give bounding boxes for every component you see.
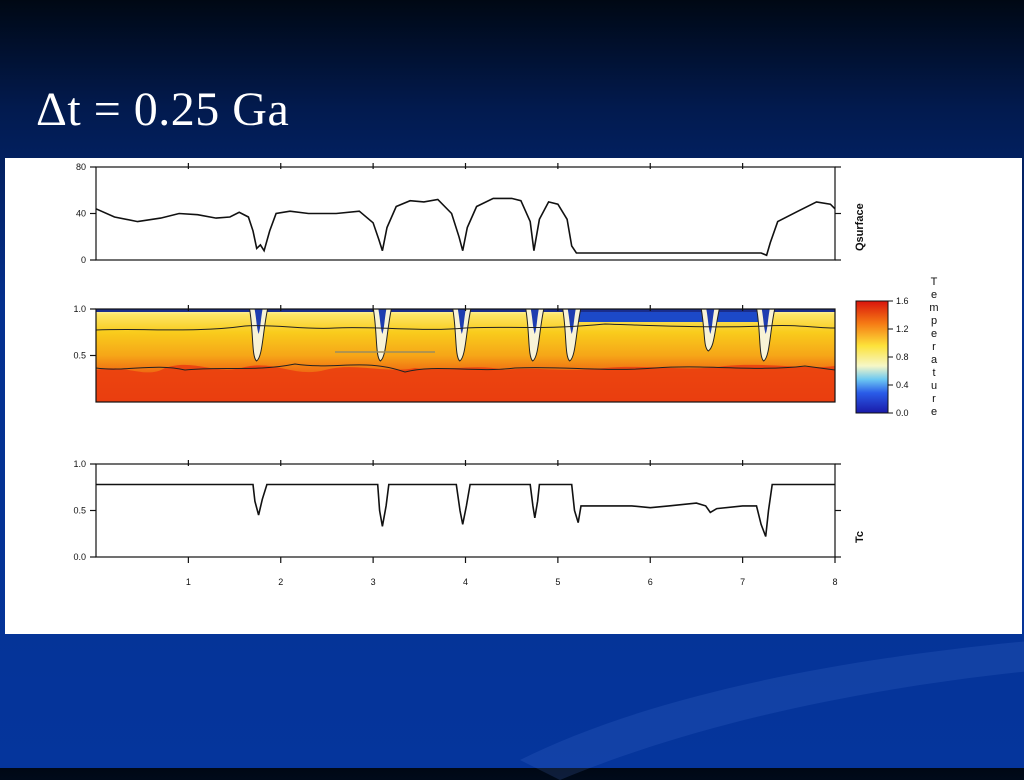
colorbar-label-letter: p [931,315,937,327]
colorbar-tick-label: 0.8 [896,352,909,362]
background-swoosh [520,641,1024,780]
downwelling-cold-core [378,309,387,334]
temperature-panel: 0.51.0 0.00.40.81.21.6 TemperatureTemper… [73,276,938,418]
isotherm-upper [96,323,835,331]
downwelling-cold-core [254,309,263,334]
y-tick-label: 1.0 [73,459,86,469]
y-tick-label: 40 [76,209,86,219]
colorbar-label-letter: r [932,393,936,405]
x-tick-label: 6 [648,577,653,587]
x-tick-label: 5 [555,577,560,587]
downwelling-cold-core [530,309,539,334]
x-tick-label: 2 [278,577,283,587]
colorbar-tick-label: 0.4 [896,380,909,390]
y-tick-label: 0.5 [73,351,86,361]
qsurface-frame [95,166,836,261]
colorbar-tick-label: 1.6 [896,296,909,306]
downwelling-cold-core [457,309,466,334]
isotherm-lower [96,363,835,373]
x-tick-label: 1 [186,577,191,587]
tc-axis-label: Tc [854,531,866,543]
downwelling-plume [249,309,269,362]
temperature-field [96,309,835,402]
hot-lower-layer [96,364,835,402]
downwelling-cold-core [706,309,715,334]
colorbar-label-letter: r [932,341,936,353]
x-tick-label: 3 [371,577,376,587]
colorbar-tick-label: 1.2 [896,324,909,334]
figure-svg: 0 40 80 Qsurface 0.5 1.0 [73,162,938,587]
colorbar-label-letter: a [931,354,938,366]
y-tick-label: 0.5 [73,506,86,516]
y-tick-label: 80 [76,162,86,172]
tc-series-line [96,483,835,537]
qsurface-series-line [95,197,836,257]
colorbar-label: TemperatureTemperature [929,276,938,418]
slide-title: Δt = 0.25 Ga [36,83,290,136]
y-tick-label: 0.0 [73,552,86,562]
colorbar-label-letter: e [931,328,937,340]
colorbar-label-letter: T [931,276,938,288]
downwelling-cold-core [567,309,576,334]
y-tick-label: 1.0 [73,304,86,314]
y-tick-label: 0 [81,255,86,265]
downwelling-plume [372,309,392,362]
colorbar-label-letter: e [931,406,937,418]
x-tick-label: 4 [463,577,468,587]
figure-panel: 0 40 80 Qsurface 0.5 1.0 [5,158,1022,634]
downwelling-plume [452,309,472,362]
x-tick-label: 8 [832,577,837,587]
x-tick-label: 7 [740,577,745,587]
colorbar [855,300,889,414]
colorbar-tick-label: 0.0 [896,408,909,418]
colorbar-label-letter: m [929,302,938,314]
colorbar-label-letter: t [932,367,935,379]
qsurface-axis-label: Qsurface [854,203,866,251]
tc-panel: 0.0 0.5 1.0 1 2 3 4 5 6 7 8 Tc [73,459,866,587]
colorbar-label-letter: e [931,289,937,301]
downwelling-cold-core [761,309,770,334]
qsurface-panel: 0 40 80 Qsurface [76,162,866,265]
colorbar-label-letter: u [931,380,937,392]
downwelling-plume [562,309,582,362]
downwelling-plume [525,309,545,362]
downwelling-plume [756,309,776,362]
